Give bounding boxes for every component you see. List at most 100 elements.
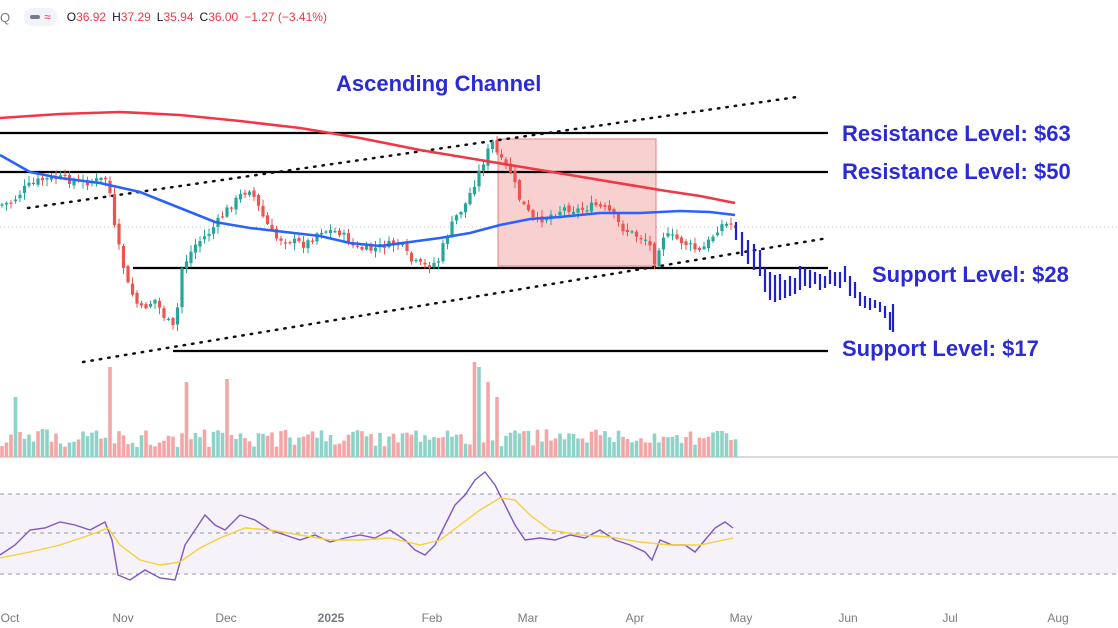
candle-body-115 (517, 180, 522, 200)
volume-bar-43 (193, 432, 198, 457)
channel-annotation: Ascending Channel (336, 71, 542, 96)
candle-body-44 (198, 241, 202, 247)
channel-lower-line (81, 236, 830, 364)
ohlc-legend: Q ≈ O 36.92 H 37.29 L 35.94 C 36.00 −1.27 (−… (0, 7, 327, 27)
close-label: C (199, 10, 209, 24)
candle-body-72 (324, 231, 328, 233)
close-value: 36.00 (208, 10, 239, 24)
candle-body-146 (657, 250, 661, 267)
volume-bar-67 (301, 436, 306, 457)
candle-body-68 (306, 240, 310, 249)
x-tick-nov: Nov (112, 611, 133, 625)
candle-body-148 (666, 233, 670, 237)
volume-bar-38 (171, 436, 175, 457)
volume-bar-1 (4, 442, 9, 457)
volume-bar-140 (630, 442, 634, 457)
candle-body-99 (445, 236, 450, 244)
candle-body-81 (364, 245, 369, 250)
volume-bar-149 (670, 436, 675, 457)
candle-body-35 (157, 300, 162, 308)
candle-body-128 (576, 208, 580, 213)
volume-bar-9 (40, 429, 45, 457)
volume-bar-87 (391, 433, 396, 457)
volume-bar-42 (189, 439, 193, 457)
volume-bar-124 (558, 433, 562, 457)
candle-body-161 (724, 223, 729, 226)
volume-bar-82 (369, 434, 373, 457)
candle-body-11 (49, 176, 54, 180)
candle-body-140 (630, 231, 634, 233)
volume-bar-66 (297, 437, 301, 457)
volume-bar-85 (382, 446, 387, 457)
volume-bar-162 (729, 439, 733, 457)
volume-bar-22 (99, 438, 103, 457)
volume-bar-104 (468, 444, 472, 457)
volume-bar-69 (310, 431, 315, 457)
candle-body-82 (369, 243, 373, 251)
volume-bar-110 (495, 397, 499, 457)
volume-bar-90 (405, 432, 409, 457)
candle-body-112 (504, 159, 508, 164)
candle-body-149 (670, 234, 675, 236)
candle-body-108 (486, 148, 490, 166)
candle-body-55 (247, 191, 252, 195)
volume-bar-48 (216, 430, 220, 457)
volume-bar-71 (319, 430, 324, 457)
candle-body-147 (661, 237, 666, 250)
candle-body-53 (238, 194, 243, 200)
candle-body-129 (580, 207, 585, 210)
candle-body-0 (0, 204, 4, 206)
candle-body-24 (108, 180, 112, 194)
wave-icon: ≈ (44, 10, 51, 24)
candle-body-155 (697, 247, 702, 251)
candle-body-65 (292, 238, 297, 244)
candle-body-133 (598, 204, 603, 207)
candle-body-51 (229, 207, 234, 209)
volume-bar-56 (252, 446, 256, 457)
candle-body-38 (171, 318, 175, 326)
candle-body-160 (720, 224, 724, 231)
volume-bar-86 (387, 436, 391, 457)
open-label: O (66, 10, 77, 24)
volume-bar-106 (477, 367, 481, 457)
symbol-fragment[interactable]: Q (0, 9, 11, 25)
volume-bar-58 (261, 433, 265, 457)
candle-body-118 (531, 210, 535, 218)
candle-body-74 (333, 231, 337, 233)
volume-bar-146 (657, 442, 661, 457)
volume-bar-160 (720, 430, 724, 457)
volume-bar-2 (9, 434, 13, 457)
candle-body-77 (346, 233, 351, 244)
volume-bar-142 (639, 438, 643, 457)
candle-body-3 (13, 199, 18, 202)
volume-bar-39 (175, 446, 180, 457)
volume-bar-57 (256, 433, 261, 457)
volume-bar-113 (508, 432, 513, 457)
volume-bar-45 (202, 429, 207, 457)
candle-body-90 (405, 242, 409, 251)
volume-bar-105 (472, 362, 477, 457)
volume-bar-93 (418, 441, 423, 457)
candle-body-50 (225, 207, 229, 217)
candle-body-107 (481, 164, 486, 171)
volume-bar-49 (220, 432, 225, 457)
volume-bar-15 (67, 442, 72, 457)
x-tick-dec: Dec (215, 611, 236, 625)
x-tick-jul: Jul (942, 611, 957, 625)
volume-bar-111 (499, 446, 504, 457)
volume-bar-125 (562, 439, 567, 457)
x-tick-apr: Apr (626, 611, 645, 625)
candle-body-94 (423, 262, 427, 265)
candle-body-57 (256, 194, 261, 206)
volume-bar-154 (693, 444, 697, 457)
candle-body-75 (337, 230, 342, 236)
volume-bar-34 (153, 446, 157, 457)
volume-bar-134 (603, 431, 607, 457)
volume-bar-141 (634, 440, 639, 457)
indicator-toggle[interactable]: ≈ (24, 8, 57, 26)
volume-bar-50 (225, 379, 229, 457)
volume-bar-127 (571, 433, 576, 457)
volume-bar-61 (274, 446, 279, 457)
candle-body-60 (270, 224, 274, 230)
